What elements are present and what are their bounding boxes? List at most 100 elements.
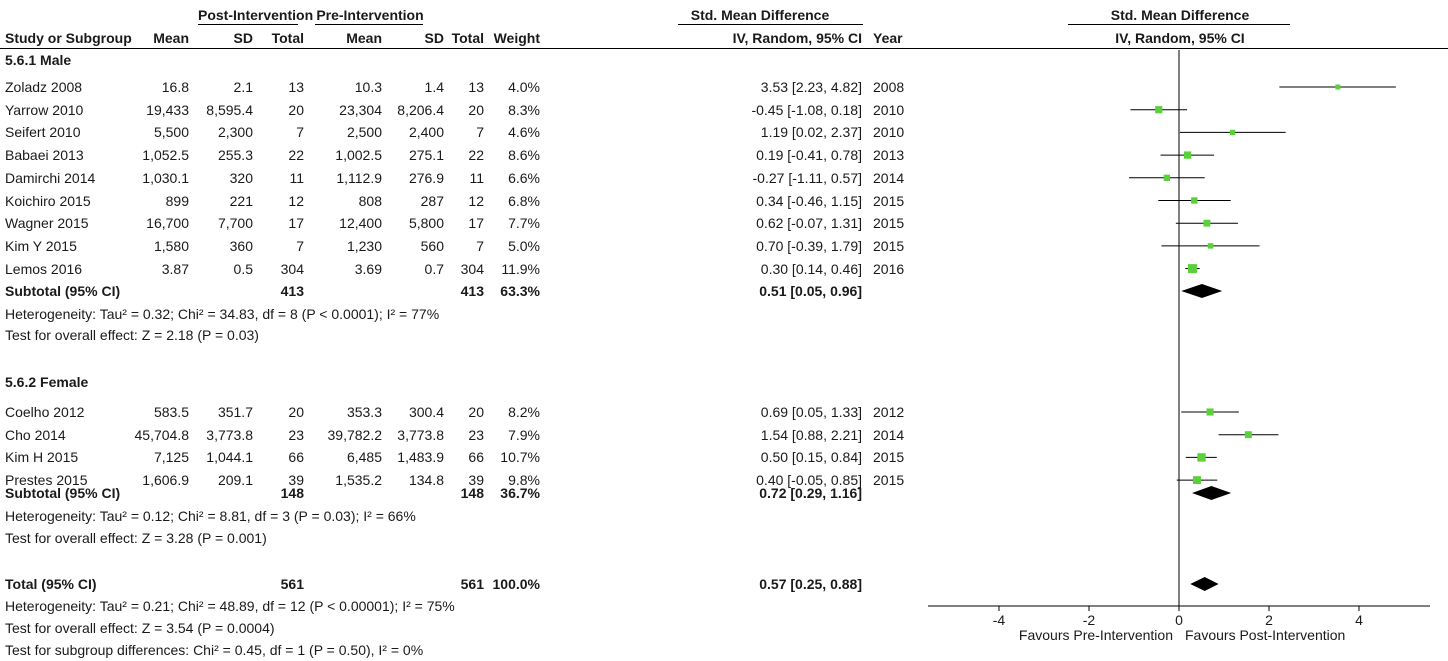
study-name: Babaei 2013 [5,147,84,164]
ci-text: -0.45 [-1.08, 0.18] [751,101,862,118]
pre-sd: 300.4 [408,404,444,420]
ci-text: 0.70 [-0.39, 1.79] [756,237,862,254]
subtotal-label-male: Subtotal (95% CI) [5,283,121,299]
overall-effect-total: Test for overall effect: Z = 3.54 (P = 0… [5,620,275,636]
post-mean: 1,030.1 [142,169,189,186]
post-mean: 1,052.5 [142,147,189,164]
pre-mean: 353.3 [346,404,382,420]
study-name: Zoladz 2008 [5,79,83,95]
post-sd: 2.1 [233,79,253,95]
plot-title: Std. Mean Difference [1110,7,1250,23]
study-name: Cho 2014 [5,426,66,443]
post-total: 23 [288,426,304,443]
effect-measure-header: Std. Mean Difference [690,7,830,23]
pre-sd: 287 [420,192,444,209]
post-mean: 16,700 [146,215,189,232]
pre-mean: 3.69 [354,260,382,277]
weight: 8.6% [508,147,540,164]
pre-total: 20 [468,404,484,420]
post-mean: 3.87 [161,260,189,277]
ci-text: 0.62 [-0.07, 1.31] [756,215,862,232]
post-total: 22 [288,147,304,164]
pre-total: 22 [468,147,484,164]
study-name: Kim H 2015 [5,449,79,466]
study-name: Damirchi 2014 [5,169,96,186]
ci-text: -0.27 [-1.11, 0.57] [752,169,862,186]
pre-mean: 808 [358,192,382,209]
ci-text: 1.54 [0.88, 2.21] [760,426,862,443]
col-study-header: Study or Subgroup [5,30,132,46]
post-total: 7 [296,237,304,254]
study-name: Wagner 2015 [5,215,89,232]
col-pre-mean-header: Mean [346,30,382,46]
post-sd: 1,044.1 [206,449,253,466]
post-sd: 3,773.8 [206,426,253,443]
pre-total: 17 [468,215,484,232]
pre-sd: 2,400 [408,124,444,141]
overall-effect-male: Test for overall effect: Z = 2.18 (P = 0… [5,327,259,343]
study-name: Koichiro 2015 [5,192,91,209]
study-name: Kim Y 2015 [5,237,77,254]
pre-sd: 1.4 [424,79,444,95]
pre-mean: 39,782.2 [327,426,383,443]
subgroup-title-male: 5.6.1 Male [5,52,72,68]
weight: 10.7% [500,449,540,466]
pre-sd: 276.9 [408,169,444,186]
pre-total: 12 [468,192,484,209]
pre-mean: 1,230 [346,237,382,254]
total-ci: 0.57 [0.25, 0.88] [759,576,862,592]
x-tick-label: 0 [1175,612,1183,628]
post-total: 66 [288,449,304,466]
total-pre-total: 561 [460,576,484,592]
post-intervention-header: Post-Intervention [198,7,314,23]
pre-sd: 1,483.9 [397,449,444,466]
heterogeneity-total: Heterogeneity: Tau² = 0.21; Chi² = 48.89… [5,598,455,614]
pre-total: 66 [468,449,484,466]
year: 2016 [873,260,905,277]
ci-text: 0.40 [-0.05, 0.85] [756,472,862,489]
ci-text: 0.69 [0.05, 1.33] [760,404,862,420]
col-weight-header: Weight [493,30,540,46]
pre-group-rule [315,24,423,25]
weight: 5.0% [508,237,540,254]
col-post-total-header: Total [271,30,304,46]
pooled-diamond [1181,284,1223,298]
subtotal-weight-male: 63.3% [500,283,540,299]
pre-total: 11 [469,169,484,186]
subtotal-pre-total-male: 413 [460,283,484,299]
pre-mean: 1,112.9 [336,169,382,186]
heterogeneity-female: Heterogeneity: Tau² = 0.12; Chi² = 8.81,… [5,508,416,524]
weight: 6.8% [508,192,540,209]
ci-text: 3.53 [2.23, 4.82] [760,79,862,95]
point-estimate [1193,476,1201,485]
post-sd: 255.3 [217,147,253,164]
post-mean: 16.8 [161,79,189,95]
post-sd: 8,595.4 [206,101,253,118]
post-mean: 45,704.8 [134,426,190,443]
pre-sd: 134.8 [408,472,444,489]
post-sd: 221 [229,192,253,209]
post-mean: 19,433 [146,101,189,118]
plot-subtitle: IV, Random, 95% CI [1115,30,1245,46]
subtotal-post-total-female: 148 [280,485,304,501]
year: 2013 [873,147,905,164]
pre-total: 23 [468,426,484,443]
post-total: 13 [288,79,304,95]
post-sd: 209.1 [217,472,253,489]
year: 2010 [873,101,905,118]
ci-text: 0.50 [0.15, 0.84] [760,449,862,466]
post-sd: 0.5 [233,260,253,277]
post-mean: 1,606.9 [142,472,189,489]
year: 2015 [873,215,905,232]
post-total: 304 [280,260,304,277]
year: 2010 [873,124,905,141]
total-weight: 100.0% [492,576,540,592]
subtotal-label-female: Subtotal (95% CI) [5,485,121,501]
study-name: Seifert 2010 [5,124,81,141]
pre-mean: 1,002.5 [335,147,382,164]
year: 2015 [873,449,905,466]
pre-total: 13 [468,79,484,95]
post-mean: 5,500 [153,124,189,141]
total-post-total: 561 [280,576,304,592]
point-estimate [1188,264,1197,274]
